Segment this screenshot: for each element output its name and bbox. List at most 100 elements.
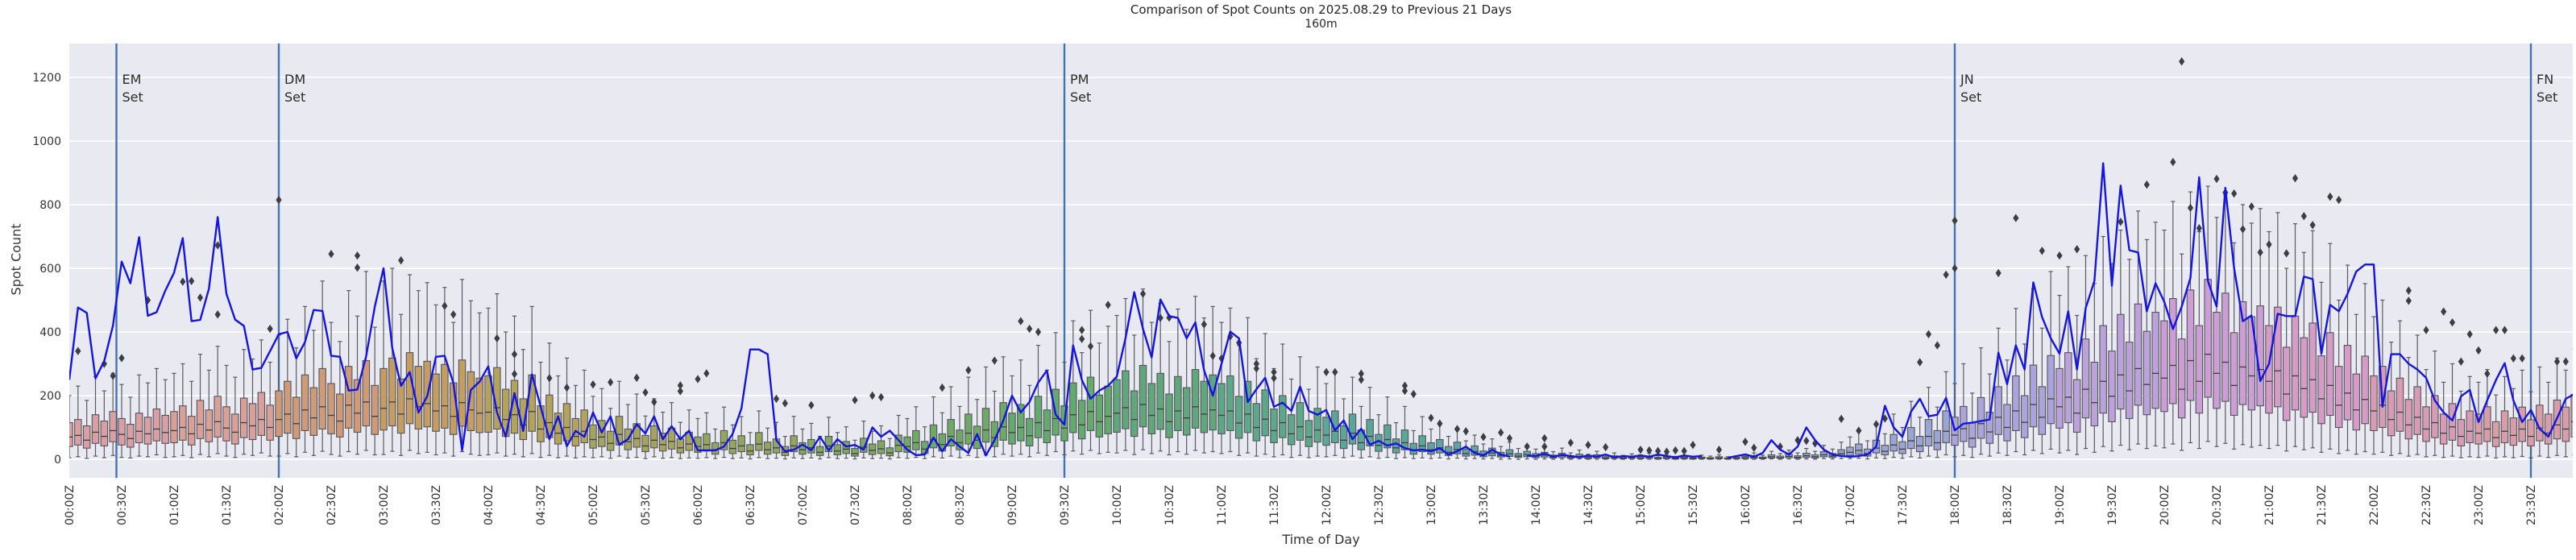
box-bin (2064, 352, 2072, 424)
box-bin (205, 409, 214, 442)
outlier-diamond-icon (354, 251, 361, 260)
box-bin (353, 379, 362, 433)
box-bin (135, 413, 143, 444)
x-tick-label: 08:30Z (954, 485, 967, 525)
x-tick-label: 20:30Z (2211, 485, 2224, 525)
x-tick-label: 19:30Z (2106, 485, 2119, 525)
box-bin (1819, 450, 1828, 458)
outlier-diamond-icon (991, 356, 998, 365)
box-bin (1889, 433, 1898, 452)
box-bin (2012, 375, 2020, 432)
box-bin (2020, 395, 2029, 438)
box-bin (703, 433, 711, 452)
outlier-diamond-icon (1585, 441, 1591, 450)
box-bin (1252, 403, 1261, 442)
event-label-dm-set: DM Set (284, 72, 305, 105)
box-bin (2317, 355, 2325, 425)
outlier-diamond-icon (1524, 442, 1530, 451)
box-bin (589, 424, 597, 449)
outlier-diamond-icon (546, 374, 553, 383)
outlier-diamond-icon (1952, 216, 1958, 225)
box-bin (2334, 366, 2343, 429)
x-tick-label: 03:30Z (430, 485, 443, 525)
x-tick-label: 02:30Z (326, 485, 338, 525)
box-bin (362, 359, 371, 427)
box-bin (91, 414, 100, 444)
box-bin (2099, 325, 2107, 414)
box-bin (143, 417, 152, 445)
outlier-diamond-icon (1715, 445, 1723, 454)
outlier-diamond-icon (276, 195, 282, 205)
box-bin (886, 447, 894, 457)
box-bin (1322, 417, 1330, 446)
box-bin (257, 392, 266, 436)
outlier-diamond-icon (1480, 433, 1487, 442)
box-bin (2125, 342, 2134, 419)
outlier-diamond-icon (450, 310, 457, 319)
box-bin (2195, 325, 2204, 414)
x-tick-label: 03:00Z (378, 485, 391, 525)
box-bin (344, 366, 353, 429)
x-tick-label: 02:00Z (273, 485, 286, 525)
box-bin (2230, 332, 2238, 417)
box-bin (1348, 413, 1357, 445)
outlier-diamond-icon (1079, 334, 1085, 343)
box-bin (2160, 320, 2168, 413)
box-bin (615, 416, 624, 446)
x-tick-label: 07:00Z (797, 485, 810, 525)
box-bin (449, 382, 458, 435)
box-bin (2221, 292, 2230, 402)
box-bin (2038, 386, 2047, 435)
box-bin (2151, 311, 2159, 409)
chart-title: Comparison of Spot Counts on 2025.08.29 … (1130, 2, 1512, 17)
box-bin (170, 411, 178, 444)
box-bin (737, 435, 745, 453)
box-bin (2143, 330, 2151, 416)
outlier-diamond-icon (869, 391, 876, 400)
box-bin (1881, 445, 1889, 456)
outlier-diamond-icon (2179, 57, 2185, 66)
x-tick-label: 22:30Z (2420, 485, 2433, 525)
outlier-diamond-icon (1428, 413, 1434, 422)
outlier-diamond-icon (442, 301, 448, 310)
box-bin (1523, 450, 1531, 458)
box-bin (2343, 345, 2352, 421)
event-label-jn-set: JN Set (1960, 72, 1981, 105)
outlier-diamond-icon (1027, 324, 1033, 334)
box-bin (336, 393, 344, 438)
box-bin (1147, 383, 1156, 434)
box-bin (2500, 410, 2509, 444)
box-bin (2047, 355, 2055, 425)
outlier-diamond-icon (1087, 342, 1094, 351)
x-tick-label: 04:00Z (483, 485, 496, 525)
outlier-diamond-icon (2466, 330, 2473, 338)
box-bin (388, 357, 396, 427)
outlier-diamond-icon (642, 388, 649, 397)
box-bin (2370, 375, 2378, 432)
outlier-diamond-icon (1794, 436, 1801, 445)
outlier-diamond-icon (511, 369, 518, 379)
current-day-line (69, 162, 2573, 459)
x-tick-label: 21:30Z (2316, 485, 2329, 525)
x-tick-label: 20:00Z (2159, 485, 2172, 525)
box-bin (458, 359, 467, 427)
box-bin (371, 384, 379, 435)
box-bin (877, 440, 886, 454)
box-bin (815, 446, 824, 456)
outlier-diamond-icon (852, 396, 858, 404)
outlier-diamond-icon (2300, 212, 2307, 221)
box-bin (755, 432, 763, 451)
outlier-diamond-icon (189, 276, 195, 285)
box-bin (1139, 364, 1147, 428)
outlier-diamond-icon (2475, 346, 2482, 355)
box-bin (1174, 375, 1182, 431)
box-bin (1392, 438, 1400, 454)
box-bin (1846, 446, 1854, 456)
box-bin (2439, 413, 2448, 445)
box-bin (380, 367, 388, 431)
box-bin (1296, 402, 1305, 441)
outlier-diamond-icon (677, 381, 683, 390)
box-bin (2238, 301, 2247, 405)
x-tick-label: 18:30Z (2001, 485, 2014, 525)
box-bin (1514, 453, 1523, 458)
